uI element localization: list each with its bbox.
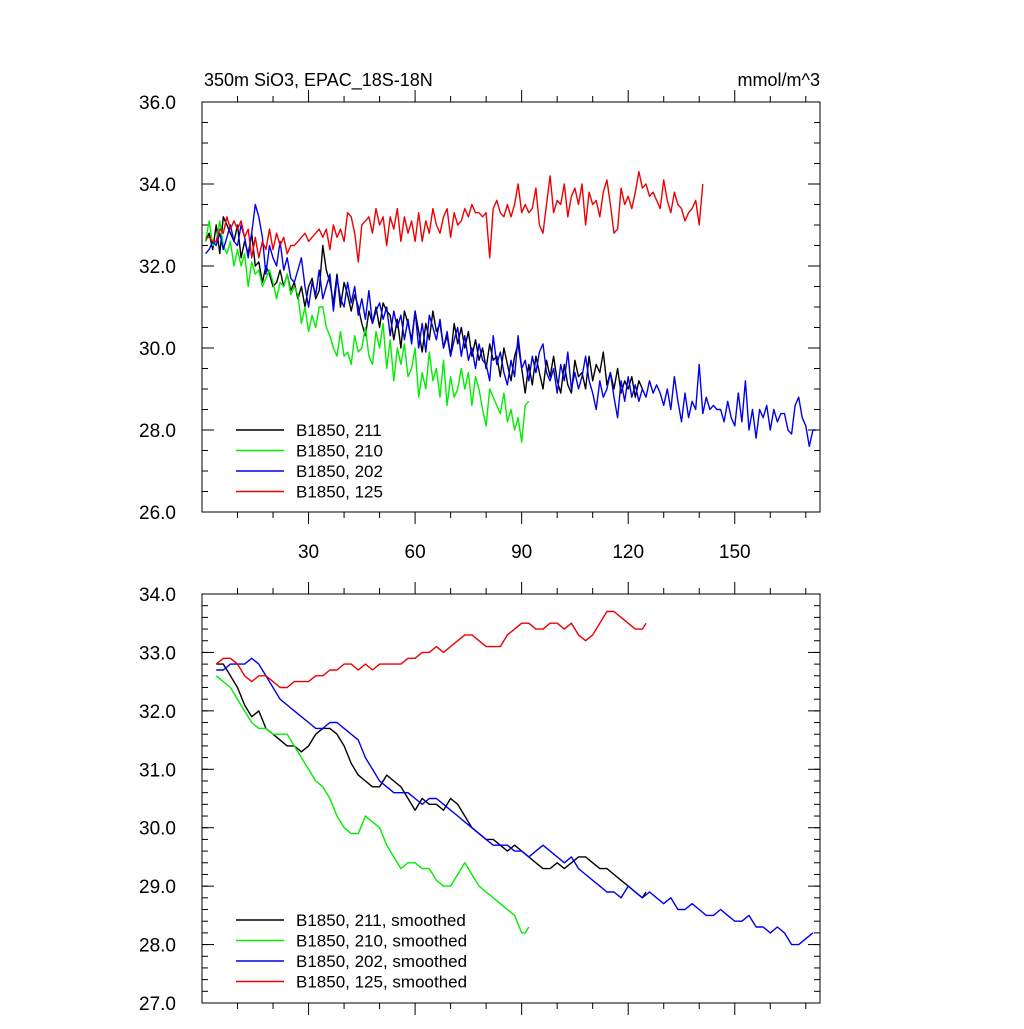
series-line-4 <box>215 610 647 689</box>
bottom-panel: 27.0 28.0 29.0 30.0 31.0 32.0 33.0 34.0 B1850, … <box>139 582 821 1015</box>
y-tick-label: 27.0 <box>139 994 176 1015</box>
x-tick-label: 90 <box>511 542 532 563</box>
x-tick-label: 120 <box>612 542 644 563</box>
y-tick-label: 32.0 <box>139 257 176 278</box>
legend-label: B1850, 202, smoothed <box>296 952 467 971</box>
y-tick-label: 34.0 <box>139 175 176 196</box>
y-tick-label: 31.0 <box>139 760 176 781</box>
legend-label: B1850, 211, smoothed <box>296 911 466 930</box>
top-panel: 350m SiO3, EPAC_18S-18N mmol/m^3 26.0 28.… <box>139 70 821 563</box>
x-tick-label: 30 <box>298 542 319 563</box>
y-tick-label: 26.0 <box>139 503 176 524</box>
x-tick-label: 150 <box>719 542 751 563</box>
legend-label: B1850, 210, smoothed <box>296 932 467 951</box>
series-line-2 <box>204 220 530 443</box>
top-panel-frame <box>201 101 821 513</box>
y-tick-label: 28.0 <box>139 936 176 957</box>
series-line-1 <box>216 663 647 899</box>
y-tick-label: 30.0 <box>139 339 176 360</box>
y-tick-label: 30.0 <box>139 819 176 840</box>
x-tick-label: 60 <box>405 542 426 563</box>
bottom-panel-legend: B1850, 211, smoothed B1850, 210, smoothed… <box>236 911 467 992</box>
legend-label: B1850, 210 <box>296 442 383 461</box>
legend-label: B1850, 125, smoothed <box>296 973 467 992</box>
series-line-4 <box>205 171 704 263</box>
series-line-3 <box>205 203 817 448</box>
y-tick-label: 32.0 <box>139 702 176 723</box>
legend-label: B1850, 211 <box>296 421 382 440</box>
bottom-panel-series <box>215 610 814 946</box>
legend-label: B1850, 125 <box>296 483 383 502</box>
series-line-2 <box>215 675 530 934</box>
chart-title: 350m SiO3, EPAC_18S-18N <box>204 70 433 91</box>
bottom-panel-frame <box>201 593 821 1004</box>
y-tick-label: 28.0 <box>139 421 176 442</box>
series-line-1 <box>204 216 644 398</box>
units-label: mmol/m^3 <box>738 70 820 90</box>
top-panel-series <box>204 171 817 448</box>
series-line-3 <box>216 657 814 946</box>
bottom-panel-ticks: 27.0 28.0 29.0 30.0 31.0 32.0 33.0 34.0 <box>139 582 820 1015</box>
y-tick-label: 33.0 <box>139 643 176 664</box>
y-tick-label: 34.0 <box>139 585 176 606</box>
legend-label: B1850, 202 <box>296 462 383 481</box>
y-tick-label: 36.0 <box>139 93 176 114</box>
y-tick-label: 29.0 <box>139 877 176 898</box>
